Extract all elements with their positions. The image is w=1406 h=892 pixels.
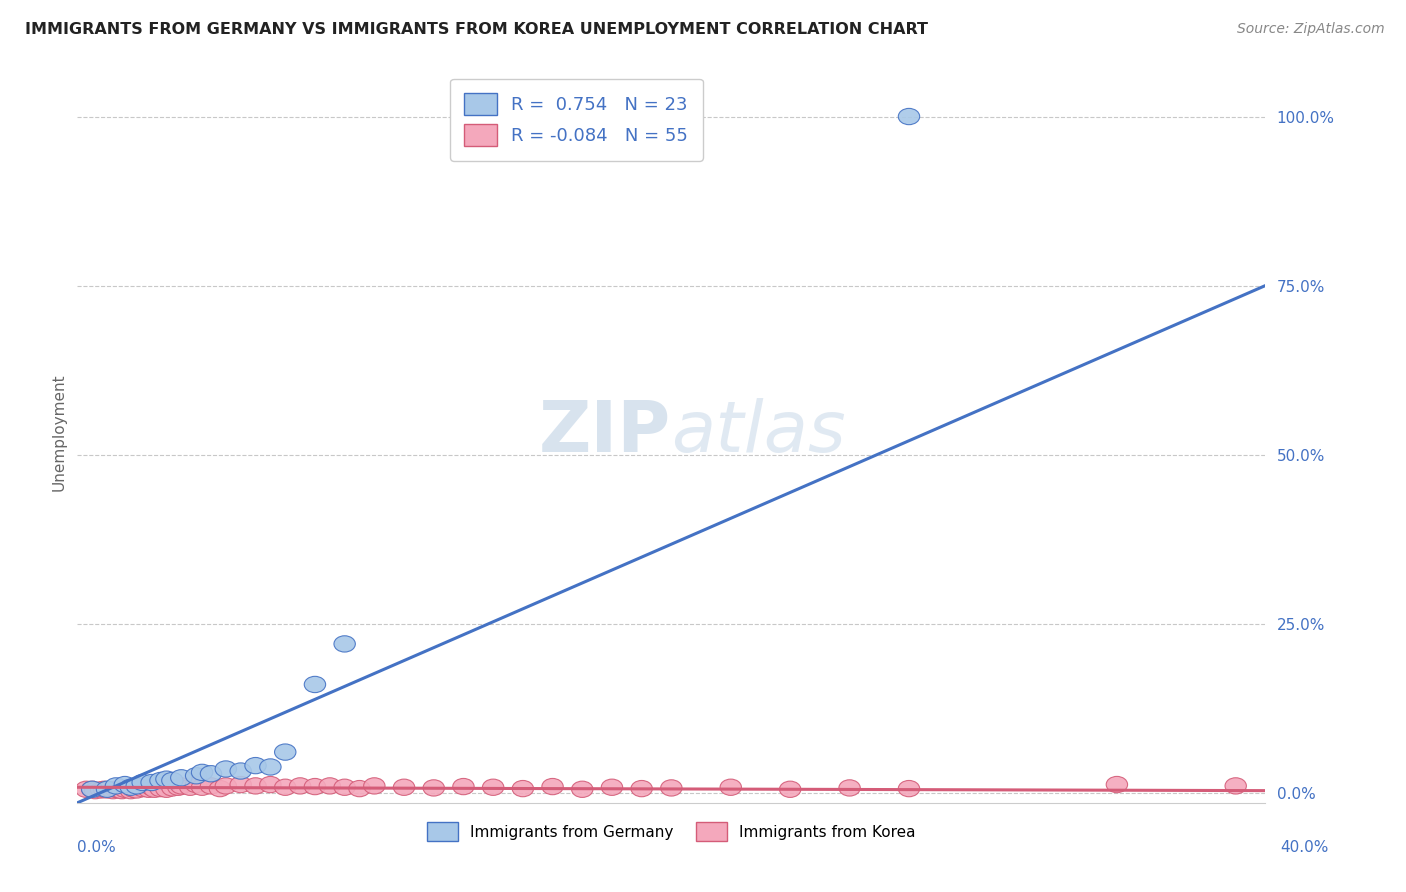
Ellipse shape xyxy=(103,782,124,798)
Ellipse shape xyxy=(111,782,132,798)
Ellipse shape xyxy=(108,781,129,798)
Ellipse shape xyxy=(132,780,153,797)
Ellipse shape xyxy=(200,765,222,782)
Ellipse shape xyxy=(215,778,236,794)
Ellipse shape xyxy=(105,781,127,797)
Ellipse shape xyxy=(162,780,183,796)
Ellipse shape xyxy=(90,781,112,798)
Ellipse shape xyxy=(138,781,159,797)
Ellipse shape xyxy=(82,781,103,797)
Ellipse shape xyxy=(180,779,201,796)
Text: 0.0%: 0.0% xyxy=(77,840,117,855)
Ellipse shape xyxy=(186,776,207,793)
Y-axis label: Unemployment: Unemployment xyxy=(51,374,66,491)
Ellipse shape xyxy=(141,774,162,790)
Ellipse shape xyxy=(141,779,162,796)
Ellipse shape xyxy=(1107,776,1128,793)
Text: atlas: atlas xyxy=(672,398,846,467)
Ellipse shape xyxy=(143,781,166,797)
Ellipse shape xyxy=(120,779,142,796)
Text: ZIP: ZIP xyxy=(538,398,672,467)
Ellipse shape xyxy=(97,781,118,797)
Ellipse shape xyxy=(82,781,103,797)
Ellipse shape xyxy=(124,781,145,797)
Legend: Immigrants from Germany, Immigrants from Korea: Immigrants from Germany, Immigrants from… xyxy=(420,816,922,847)
Ellipse shape xyxy=(200,778,222,794)
Ellipse shape xyxy=(898,109,920,125)
Ellipse shape xyxy=(304,779,326,795)
Ellipse shape xyxy=(114,776,135,793)
Ellipse shape xyxy=(1225,778,1246,794)
Text: 40.0%: 40.0% xyxy=(1281,840,1329,855)
Ellipse shape xyxy=(335,636,356,652)
Ellipse shape xyxy=(482,779,503,796)
Ellipse shape xyxy=(170,770,193,786)
Ellipse shape xyxy=(290,778,311,794)
Ellipse shape xyxy=(231,763,252,780)
Ellipse shape xyxy=(186,768,207,784)
Ellipse shape xyxy=(191,779,212,796)
Ellipse shape xyxy=(661,780,682,796)
Ellipse shape xyxy=(423,780,444,796)
Ellipse shape xyxy=(167,779,188,796)
Ellipse shape xyxy=(132,774,153,790)
Ellipse shape xyxy=(120,782,142,798)
Ellipse shape xyxy=(720,779,741,796)
Ellipse shape xyxy=(150,772,172,789)
Ellipse shape xyxy=(191,764,212,780)
Ellipse shape xyxy=(602,779,623,796)
Ellipse shape xyxy=(274,779,295,796)
Ellipse shape xyxy=(453,779,474,795)
Ellipse shape xyxy=(150,780,172,797)
Text: IMMIGRANTS FROM GERMANY VS IMMIGRANTS FROM KOREA UNEMPLOYMENT CORRELATION CHART: IMMIGRANTS FROM GERMANY VS IMMIGRANTS FR… xyxy=(25,22,928,37)
Ellipse shape xyxy=(156,781,177,797)
Ellipse shape xyxy=(512,780,533,797)
Ellipse shape xyxy=(209,780,231,797)
Ellipse shape xyxy=(304,676,326,692)
Ellipse shape xyxy=(231,776,252,793)
Ellipse shape xyxy=(364,778,385,794)
Ellipse shape xyxy=(631,780,652,797)
Ellipse shape xyxy=(274,744,295,760)
Ellipse shape xyxy=(349,780,370,797)
Ellipse shape xyxy=(779,781,801,797)
Ellipse shape xyxy=(97,781,118,798)
Ellipse shape xyxy=(162,772,183,789)
Ellipse shape xyxy=(105,778,127,794)
Ellipse shape xyxy=(839,780,860,796)
Ellipse shape xyxy=(245,757,266,773)
Ellipse shape xyxy=(114,781,135,797)
Ellipse shape xyxy=(215,761,236,777)
Ellipse shape xyxy=(260,776,281,793)
Ellipse shape xyxy=(394,779,415,796)
Ellipse shape xyxy=(898,780,920,797)
Ellipse shape xyxy=(335,779,356,796)
Ellipse shape xyxy=(127,778,148,794)
Ellipse shape xyxy=(541,779,564,795)
Ellipse shape xyxy=(156,771,177,788)
Ellipse shape xyxy=(93,781,115,797)
Ellipse shape xyxy=(127,781,148,798)
Ellipse shape xyxy=(572,781,593,797)
Ellipse shape xyxy=(245,778,266,794)
Ellipse shape xyxy=(319,778,340,794)
Ellipse shape xyxy=(76,781,97,797)
Ellipse shape xyxy=(260,759,281,775)
Ellipse shape xyxy=(84,782,105,798)
Text: Source: ZipAtlas.com: Source: ZipAtlas.com xyxy=(1237,22,1385,37)
Ellipse shape xyxy=(170,778,193,794)
